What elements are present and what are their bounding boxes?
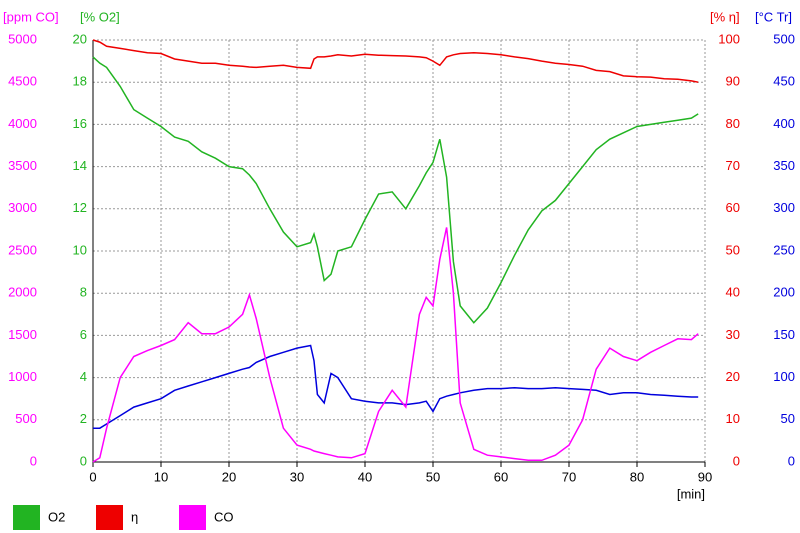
y2-tick-label: 0 bbox=[80, 453, 87, 468]
x-tick-label: 20 bbox=[222, 469, 236, 484]
y-tick-label: 3500 bbox=[8, 158, 37, 173]
x-tick-label: 10 bbox=[154, 469, 168, 484]
y-tick-label: 1500 bbox=[8, 327, 37, 342]
y2-tick-label: 4 bbox=[80, 369, 87, 384]
series-line bbox=[92, 39, 699, 83]
legend-swatch bbox=[96, 505, 123, 530]
y2-tick-label: 6 bbox=[80, 327, 87, 342]
y-tick-label: 4500 bbox=[8, 74, 37, 89]
y2-tick-label: 14 bbox=[73, 158, 87, 173]
y2-tick-label: 2 bbox=[80, 411, 87, 426]
y4-tick-label: 250 bbox=[773, 242, 795, 257]
y-tick-label: 2500 bbox=[8, 242, 37, 257]
y2-axis-label: [% O2] bbox=[80, 9, 120, 24]
x-tick-label: 80 bbox=[630, 469, 644, 484]
y4-tick-label: 450 bbox=[773, 74, 795, 89]
x-tick-label: 70 bbox=[562, 469, 576, 484]
x-tick-label: 0 bbox=[89, 469, 96, 484]
y2-tick-label: 18 bbox=[73, 74, 87, 89]
y3-tick-label: 10 bbox=[726, 411, 740, 426]
y3-tick-label: 50 bbox=[726, 242, 740, 257]
legend-swatch bbox=[179, 505, 206, 530]
y3-axis-label: [% η] bbox=[710, 9, 740, 24]
y4-tick-label: 0 bbox=[788, 453, 795, 468]
y3-tick-label: 60 bbox=[726, 200, 740, 215]
y4-tick-label: 400 bbox=[773, 116, 795, 131]
y3-tick-label: 20 bbox=[726, 369, 740, 384]
y4-tick-label: 300 bbox=[773, 200, 795, 215]
y3-tick-label: 100 bbox=[718, 31, 740, 46]
y2-tick-label: 16 bbox=[73, 116, 87, 131]
y3-tick-label: 80 bbox=[726, 116, 740, 131]
y-tick-label: 0 bbox=[30, 453, 37, 468]
y3-tick-label: 90 bbox=[726, 74, 740, 89]
x-tick-label: 90 bbox=[698, 469, 712, 484]
y2-tick-label: 20 bbox=[73, 31, 87, 46]
x-tick-label: 30 bbox=[290, 469, 304, 484]
y-tick-label: 3000 bbox=[8, 200, 37, 215]
y4-tick-label: 50 bbox=[781, 411, 795, 426]
legend-label: CO bbox=[214, 509, 234, 524]
legend-label: O2 bbox=[48, 509, 65, 524]
y4-tick-label: 500 bbox=[773, 31, 795, 46]
y-tick-label: 1000 bbox=[8, 369, 37, 384]
y3-tick-label: 70 bbox=[726, 158, 740, 173]
y3-tick-label: 0 bbox=[733, 453, 740, 468]
y4-tick-label: 100 bbox=[773, 369, 795, 384]
y-tick-label: 5000 bbox=[8, 31, 37, 46]
series-line bbox=[92, 56, 699, 324]
x-tick-label: 60 bbox=[494, 469, 508, 484]
y4-axis-label: [°C Tr] bbox=[755, 9, 792, 24]
x-tick-label: 40 bbox=[358, 469, 372, 484]
series-line bbox=[92, 227, 699, 463]
series-line bbox=[93, 344, 699, 429]
y-tick-label: 2000 bbox=[8, 285, 37, 300]
y-axis-label: [ppm CO] bbox=[3, 9, 59, 24]
y3-tick-label: 30 bbox=[726, 327, 740, 342]
y4-tick-label: 150 bbox=[773, 327, 795, 342]
legend-label: η bbox=[131, 509, 138, 524]
y4-tick-label: 350 bbox=[773, 158, 795, 173]
y-tick-label: 500 bbox=[15, 411, 37, 426]
x-tick-label: 50 bbox=[426, 469, 440, 484]
y-tick-label: 4000 bbox=[8, 116, 37, 131]
y4-tick-label: 200 bbox=[773, 285, 795, 300]
y2-tick-label: 8 bbox=[80, 285, 87, 300]
y2-tick-label: 10 bbox=[73, 242, 87, 257]
y3-tick-label: 40 bbox=[726, 285, 740, 300]
y2-tick-label: 12 bbox=[73, 200, 87, 215]
x-axis-label: [min] bbox=[677, 486, 705, 501]
legend-swatch bbox=[13, 505, 40, 530]
